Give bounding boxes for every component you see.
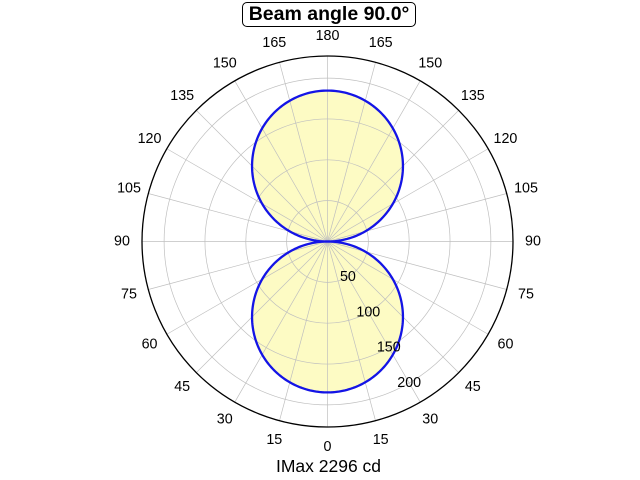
svg-text:30: 30 [217,411,233,427]
svg-text:60: 60 [142,336,158,352]
svg-text:15: 15 [373,432,389,448]
svg-text:90: 90 [114,234,130,250]
svg-text:30: 30 [422,411,438,427]
svg-text:135: 135 [461,88,485,104]
svg-text:0: 0 [324,439,332,455]
svg-text:75: 75 [121,287,137,303]
svg-text:100: 100 [356,304,380,320]
svg-text:180: 180 [316,28,340,44]
svg-text:50: 50 [340,269,356,285]
svg-text:60: 60 [498,336,514,352]
svg-text:45: 45 [174,379,190,395]
svg-text:165: 165 [262,35,286,51]
svg-text:105: 105 [117,180,141,196]
svg-text:15: 15 [266,432,282,448]
svg-text:200: 200 [397,375,421,391]
svg-text:165: 165 [369,35,393,51]
svg-text:150: 150 [377,340,401,356]
svg-text:75: 75 [518,287,534,303]
svg-text:135: 135 [170,88,194,104]
svg-text:120: 120 [494,131,518,147]
svg-text:150: 150 [213,56,237,72]
svg-text:105: 105 [514,180,538,196]
svg-text:120: 120 [138,131,162,147]
svg-text:90: 90 [525,234,541,250]
svg-text:150: 150 [418,56,442,72]
svg-text:45: 45 [465,379,481,395]
